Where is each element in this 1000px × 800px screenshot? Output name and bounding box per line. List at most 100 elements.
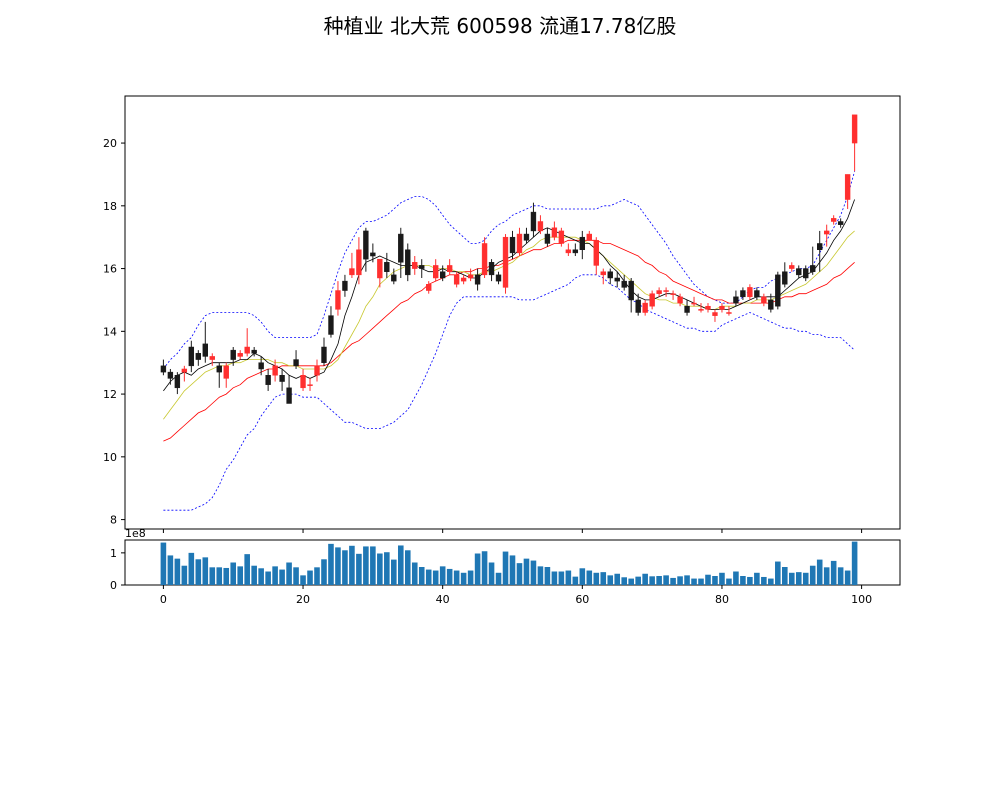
volume-bar <box>328 543 334 585</box>
candle-body <box>558 230 565 244</box>
volume-bar <box>537 566 544 585</box>
volume-bar <box>453 570 460 585</box>
candle-body <box>677 296 683 304</box>
volume-bar <box>649 576 655 585</box>
volume-y-tick-label: 0 <box>110 579 117 592</box>
volume-x-tick-label: 60 <box>575 593 589 606</box>
volume-bar <box>439 566 446 585</box>
candle-body <box>684 305 690 313</box>
volume-bar <box>509 555 516 585</box>
volume-bar <box>195 559 202 585</box>
volume-bar <box>726 578 732 585</box>
volume-bar <box>363 546 369 585</box>
candle-body <box>844 174 851 200</box>
price-y-tick-label: 20 <box>103 137 117 150</box>
candle-body <box>523 233 530 241</box>
volume-bar <box>788 572 795 585</box>
volume-bar <box>335 547 341 585</box>
candle-body <box>691 302 697 305</box>
candle-body <box>837 221 844 225</box>
candle-body <box>279 375 285 382</box>
volume-bar <box>467 570 474 585</box>
ma-mid-line <box>163 230 855 420</box>
volume-x-tick-label: 100 <box>851 593 872 606</box>
volume-bar <box>279 569 285 585</box>
candle-body <box>719 305 725 310</box>
volume-bar <box>600 572 607 585</box>
volume-bar <box>223 567 230 585</box>
candle-body <box>775 274 781 307</box>
candle-body <box>830 218 837 222</box>
volume-bar <box>502 551 509 585</box>
volume-bar <box>579 568 586 585</box>
volume-bar <box>181 565 188 585</box>
candle-body <box>328 315 334 335</box>
volume-bar <box>768 578 774 585</box>
volume-bar <box>244 554 250 585</box>
volume-bar <box>593 572 600 585</box>
candle-body <box>642 302 648 313</box>
volume-bar <box>258 568 264 585</box>
candle-body <box>384 262 390 272</box>
volume-bar <box>551 571 558 585</box>
volume-bar <box>558 571 565 585</box>
volume-bar <box>572 576 579 585</box>
candle-body <box>258 362 264 370</box>
volume-bar <box>188 552 195 585</box>
price-y-tick-label: 16 <box>103 263 117 276</box>
candle-body <box>286 387 292 404</box>
boll-lower-line <box>163 274 855 511</box>
volume-bar <box>202 557 209 585</box>
candle-body <box>803 268 809 279</box>
chart-title: 种植业 北大荒 600598 流通17.78亿股 <box>323 14 677 38</box>
volume-bar <box>816 559 823 585</box>
volume-bar <box>530 560 537 585</box>
candle-body <box>663 290 669 292</box>
candle-body <box>453 274 460 285</box>
candle-body <box>237 353 243 357</box>
candle-body <box>851 114 858 144</box>
candle-body <box>656 290 662 294</box>
candle-body <box>293 359 299 367</box>
volume-bar <box>621 577 628 585</box>
candle-body <box>195 353 202 360</box>
candle-body <box>272 365 278 376</box>
ma-short-line <box>163 199 855 392</box>
candle-body <box>579 236 586 250</box>
volume-y-tick-label: 1 <box>110 547 117 560</box>
volume-bar <box>237 566 243 585</box>
volume-bar <box>698 578 704 585</box>
volume-bar <box>293 567 299 585</box>
candle-body <box>628 280 634 301</box>
volume-bar <box>272 566 278 585</box>
volume-bar <box>167 555 174 585</box>
volume-bar <box>446 568 453 585</box>
volume-bar <box>460 572 467 585</box>
volume-bar <box>230 562 237 585</box>
volume-bar <box>642 573 648 585</box>
volume-bar <box>384 552 390 585</box>
volume-bar <box>614 573 621 585</box>
candle-body <box>356 249 362 276</box>
price-y-tick-label: 12 <box>103 388 117 401</box>
volume-bar <box>356 553 362 585</box>
volume-bar <box>809 565 816 585</box>
candle-body <box>530 211 537 232</box>
candle-body <box>586 233 592 241</box>
volume-bar <box>607 575 614 585</box>
candle-body <box>789 265 795 269</box>
volume-bar <box>495 572 502 585</box>
volume-bar <box>740 576 746 585</box>
candle-body <box>377 258 383 279</box>
volume-bar <box>391 559 397 585</box>
volume-bar <box>307 570 313 585</box>
volume-bar <box>432 570 439 585</box>
volume-x-tick-label: 0 <box>160 593 167 606</box>
candle-body <box>488 262 495 276</box>
candle-body <box>823 230 830 235</box>
volume-bar <box>516 563 523 585</box>
volume-bar <box>719 572 725 585</box>
volume-offset-label: 1e8 <box>125 527 146 540</box>
volume-bar <box>481 551 488 585</box>
